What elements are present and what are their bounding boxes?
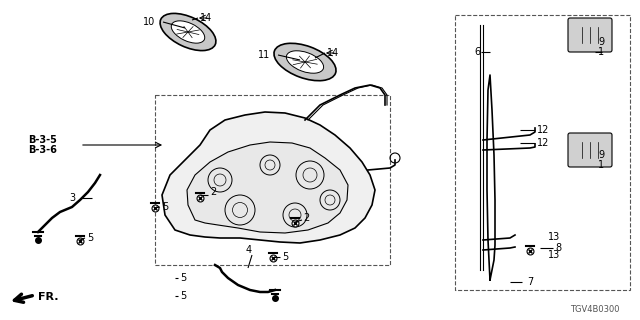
Ellipse shape — [160, 13, 216, 51]
Text: 1: 1 — [598, 160, 604, 170]
Text: B-3-5: B-3-5 — [28, 135, 57, 145]
Text: 5: 5 — [87, 233, 93, 243]
PathPatch shape — [187, 142, 348, 233]
Text: 5: 5 — [180, 273, 186, 283]
Text: 11: 11 — [258, 50, 270, 60]
Text: 13: 13 — [548, 232, 560, 242]
Text: 3: 3 — [69, 193, 75, 203]
Text: 5: 5 — [162, 202, 168, 212]
Text: 5: 5 — [180, 291, 186, 301]
Text: 5: 5 — [282, 252, 288, 262]
Text: 4: 4 — [246, 245, 252, 255]
Text: 9: 9 — [598, 150, 604, 160]
Text: 2: 2 — [210, 187, 216, 197]
Text: B-3-6: B-3-6 — [28, 145, 57, 155]
Bar — [455, 15, 630, 290]
Bar — [155, 95, 390, 265]
FancyBboxPatch shape — [568, 18, 612, 52]
Text: 7: 7 — [527, 277, 533, 287]
Ellipse shape — [286, 51, 324, 73]
Text: 1: 1 — [598, 47, 604, 57]
Text: 14: 14 — [327, 48, 339, 58]
Text: 14: 14 — [200, 13, 212, 23]
Ellipse shape — [274, 43, 336, 81]
Text: 13: 13 — [548, 250, 560, 260]
Text: 6: 6 — [474, 47, 480, 57]
PathPatch shape — [162, 112, 375, 243]
Ellipse shape — [172, 21, 205, 43]
Text: 8: 8 — [555, 243, 561, 253]
Text: 12: 12 — [537, 138, 549, 148]
FancyBboxPatch shape — [568, 133, 612, 167]
Text: TGV4B0300: TGV4B0300 — [570, 306, 620, 315]
Text: 9: 9 — [598, 37, 604, 47]
Text: 2: 2 — [303, 213, 309, 223]
Text: FR.: FR. — [38, 292, 58, 302]
Text: 12: 12 — [537, 125, 549, 135]
Text: 10: 10 — [143, 17, 155, 27]
